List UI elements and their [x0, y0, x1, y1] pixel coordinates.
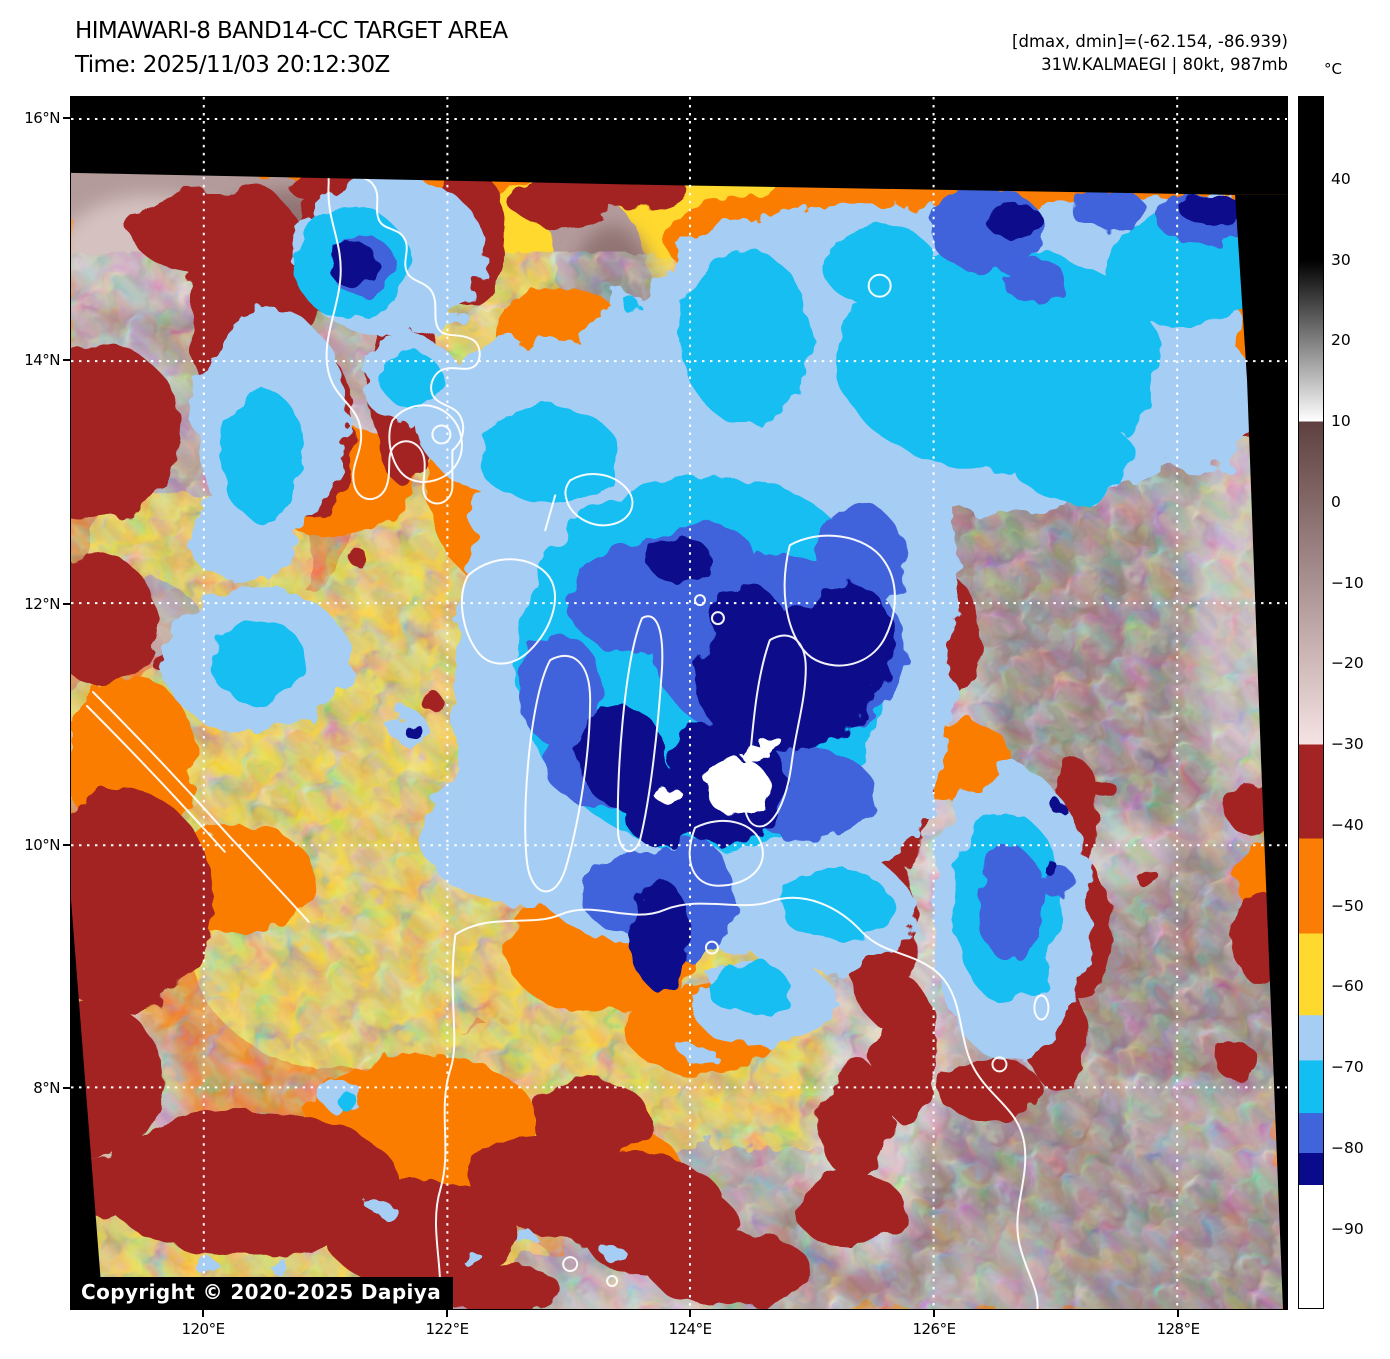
storm-info: 31W.KALMAEGI | 80kt, 987mb: [1041, 55, 1288, 74]
colorbar-tick: −10: [1331, 574, 1364, 592]
header-right-block: [dmax, dmin]=(-62.154, -86.939) 31W.KALM…: [1012, 30, 1288, 76]
colorbar-tick: −30: [1331, 735, 1364, 753]
figure-time: Time: 2025/11/03 20:12:30Z: [75, 52, 390, 78]
x-tick-mark: [202, 1310, 204, 1317]
y-tick-mark: [63, 359, 70, 361]
colorbar-tick: −20: [1331, 654, 1364, 672]
colorbar-tick: 30: [1331, 251, 1351, 269]
x-axis-label: 120°E: [181, 1320, 225, 1338]
y-axis-label: 14°N: [24, 351, 60, 369]
y-tick-mark: [63, 1087, 70, 1089]
dmax-dmin-readout: [dmax, dmin]=(-62.154, -86.939): [1012, 32, 1288, 51]
y-axis-label: 12°N: [24, 595, 60, 613]
colorbar-tick: −70: [1331, 1058, 1364, 1076]
colorbar-unit-label: °C: [1324, 60, 1342, 78]
colorbar-tick: 0: [1331, 493, 1341, 511]
y-tick-mark: [63, 117, 70, 119]
copyright-badge: Copyright © 2020-2025 Dapiya: [72, 1277, 454, 1310]
x-tick-mark: [446, 1310, 448, 1317]
colorbar-tick: −50: [1331, 897, 1364, 915]
y-tick-mark: [63, 603, 70, 605]
y-axis-label: 8°N: [33, 1079, 60, 1097]
colorbar-tick: −90: [1331, 1220, 1364, 1238]
no-data-region: [71, 97, 1287, 1309]
y-axis-label: 16°N: [24, 109, 60, 127]
x-tick-mark: [1177, 1310, 1179, 1317]
y-axis-label: 10°N: [24, 836, 60, 854]
y-tick-mark: [63, 844, 70, 846]
colorbar-tick: −40: [1331, 816, 1364, 834]
colorbar-tick: −60: [1331, 977, 1364, 995]
colorbar: [1298, 96, 1324, 1309]
graticule: [71, 97, 1287, 1309]
figure-title: HIMAWARI-8 BAND14-CC TARGET AREA: [75, 18, 508, 44]
colorbar-tick: 40: [1331, 170, 1351, 188]
navy-cold-layer: [327, 193, 1245, 991]
x-tick-mark: [933, 1310, 935, 1317]
x-axis-label: 126°E: [912, 1320, 956, 1338]
colorbar-tick: 20: [1331, 331, 1351, 349]
coastlines: [85, 97, 1050, 1309]
x-axis-label: 124°E: [668, 1320, 712, 1338]
colorbar-tick: −80: [1331, 1139, 1364, 1157]
coldest-tops-layer: [654, 735, 783, 815]
satellite-map-plot: [70, 96, 1288, 1310]
satellite-ir-image: [71, 97, 1287, 1309]
x-tick-mark: [689, 1310, 691, 1317]
x-axis-label: 128°E: [1156, 1320, 1200, 1338]
x-axis-label: 122°E: [425, 1320, 469, 1338]
colorbar-tick: 10: [1331, 412, 1351, 430]
